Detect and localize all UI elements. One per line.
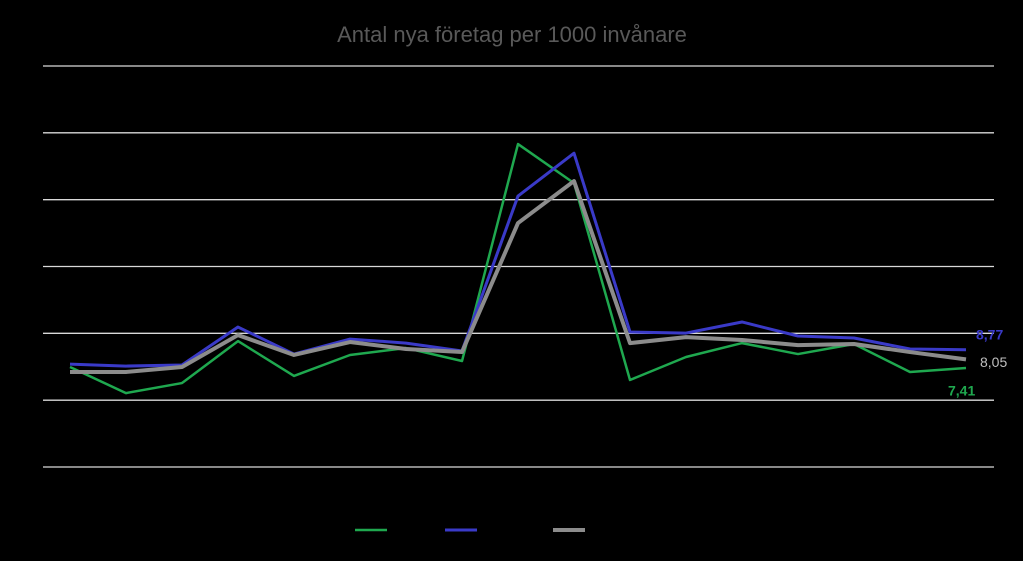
data-label: 8,05 xyxy=(980,354,1007,370)
series-line xyxy=(70,179,967,374)
data-label: 8,77 xyxy=(976,326,1003,342)
series-line xyxy=(69,151,967,368)
chart-title: Antal nya företag per 1000 invånare xyxy=(337,22,687,47)
series-line xyxy=(69,142,967,395)
data-label: 7,41 xyxy=(948,383,975,399)
